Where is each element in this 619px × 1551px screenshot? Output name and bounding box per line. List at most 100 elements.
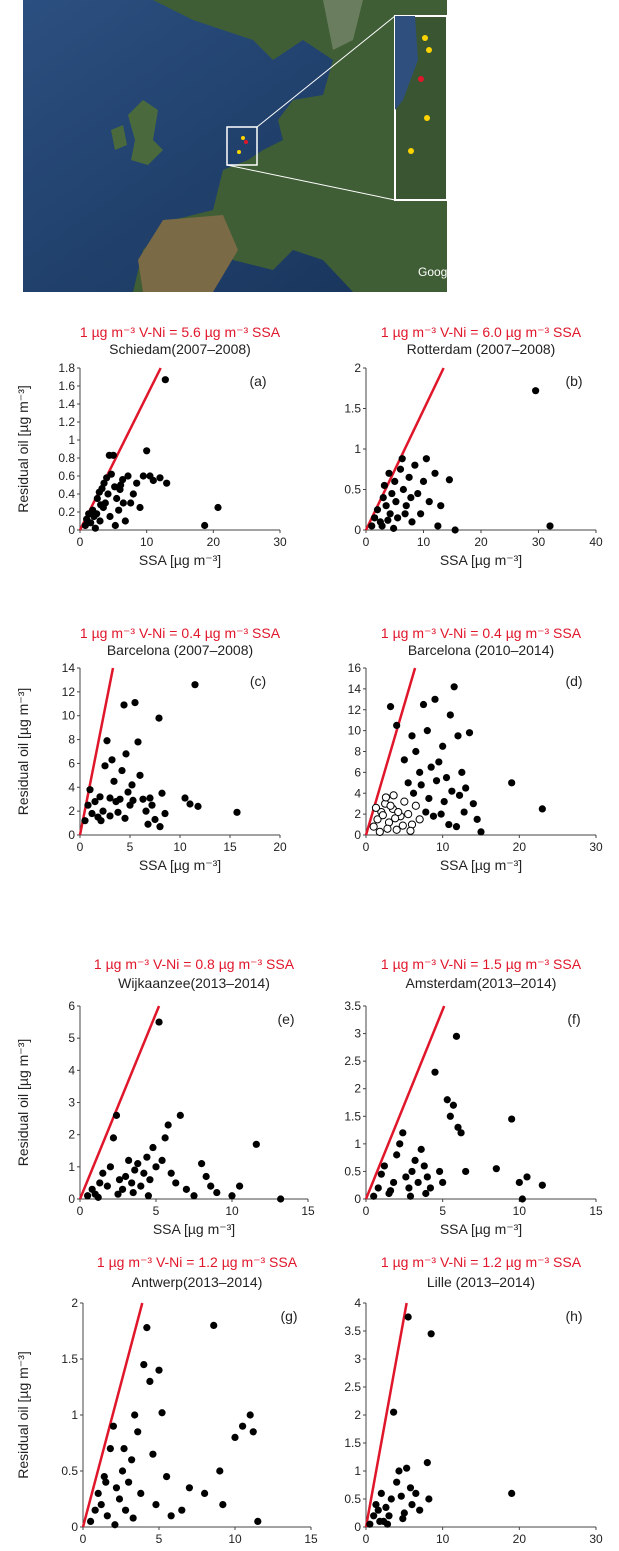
y-tick-label: 0 xyxy=(354,523,361,537)
y-tick-label: 3 xyxy=(354,1352,361,1366)
x-tick-label: 5 xyxy=(153,1204,160,1218)
y-tick-label: 0.5 xyxy=(344,483,361,497)
y-axis-title: Residual oil [µg m⁻³] xyxy=(15,688,31,816)
data-point xyxy=(400,756,408,764)
data-point xyxy=(409,789,418,797)
data-point xyxy=(435,758,443,766)
data-point xyxy=(508,779,516,787)
data-point xyxy=(432,777,441,785)
y-tick-label: 1.2 xyxy=(58,415,75,429)
data-point xyxy=(458,768,466,776)
data-point xyxy=(399,1515,407,1523)
chart-subtitle: Barcelona (2007–2008) xyxy=(107,642,253,658)
ratio-label: 1 µg m⁻³ V-Ni = 1.5 µg m⁻³ SSA xyxy=(381,956,582,972)
data-point xyxy=(452,1032,461,1040)
y-tick-label: 2.5 xyxy=(344,1380,361,1394)
data-point xyxy=(207,1182,215,1190)
data-point xyxy=(111,483,119,491)
data-point xyxy=(156,474,164,482)
zoom-box xyxy=(226,126,258,166)
data-point xyxy=(437,810,445,818)
y-tick-label: 0 xyxy=(68,1192,75,1206)
data-point xyxy=(404,779,412,787)
chart-subtitle: Lille (2013–2014) xyxy=(427,1274,535,1290)
data-point xyxy=(445,820,453,829)
data-point-open xyxy=(404,810,413,819)
data-point xyxy=(161,809,169,818)
data-point xyxy=(422,1189,430,1198)
y-tick-label: 1 xyxy=(71,1408,78,1422)
ratio-label: 1 µg m⁻³ V-Ni = 6.0 µg m⁻³ SSA xyxy=(381,324,582,340)
data-point xyxy=(146,1377,154,1385)
y-tick-label: 12 xyxy=(62,685,76,699)
iberia-land xyxy=(138,215,238,292)
data-point xyxy=(155,1018,163,1026)
y-tick-label: 3 xyxy=(354,1027,361,1041)
ratio-label: 1 µg m⁻³ V-Ni = 1.2 µg m⁻³ SSA xyxy=(97,1254,298,1270)
data-point xyxy=(406,1484,415,1492)
data-point xyxy=(111,521,119,530)
ratio-line xyxy=(78,367,162,531)
data-point xyxy=(214,503,222,512)
ratio-line xyxy=(78,1005,161,1200)
data-point xyxy=(390,524,398,532)
data-point-open xyxy=(400,797,409,806)
x-tick-label: 15 xyxy=(301,1204,315,1218)
data-point xyxy=(408,1167,416,1176)
ratio-line xyxy=(364,367,445,531)
data-point xyxy=(97,817,105,825)
data-point xyxy=(121,814,129,822)
data-point xyxy=(158,1156,166,1164)
data-point xyxy=(149,476,157,485)
map-image: Google xyxy=(23,0,447,292)
data-point xyxy=(374,1506,382,1514)
data-point xyxy=(113,494,121,503)
data-point xyxy=(114,1190,122,1198)
data-point xyxy=(422,808,430,816)
data-point xyxy=(385,1512,393,1520)
x-tick-label: 20 xyxy=(513,1532,527,1546)
y-tick-label: 8 xyxy=(354,745,361,759)
data-point xyxy=(477,828,485,836)
data-point-open xyxy=(406,826,415,835)
data-point xyxy=(417,510,425,518)
data-point xyxy=(392,498,400,506)
data-point xyxy=(412,747,420,756)
y-tick-label: 1.8 xyxy=(58,361,75,375)
x-tick-label: 10 xyxy=(140,535,154,549)
x-tick-label: 40 xyxy=(589,535,603,549)
y-tick-label: 8 xyxy=(68,733,75,747)
ratio-label: 1 µg m⁻³ V-Ni = 0.4 µg m⁻³ SSA xyxy=(381,625,582,641)
data-point xyxy=(100,1473,108,1481)
data-point-open xyxy=(378,811,387,820)
data-point-open xyxy=(371,803,381,812)
y-tick-label: 1.5 xyxy=(344,1436,361,1450)
y-tick-label: 1 xyxy=(354,1137,361,1151)
data-point xyxy=(442,773,451,782)
data-point xyxy=(167,1512,175,1520)
data-point xyxy=(134,1428,142,1436)
x-axis-title: SSA [µg m⁻³] xyxy=(153,1221,235,1237)
data-point xyxy=(399,485,407,494)
data-point xyxy=(426,1184,434,1192)
panel-letter: (b) xyxy=(565,373,582,389)
x-tick-label: 20 xyxy=(207,535,221,549)
data-point xyxy=(455,791,464,799)
data-point xyxy=(161,1134,169,1142)
x-tick-label: 15 xyxy=(223,840,237,854)
data-point xyxy=(412,1489,420,1497)
data-point xyxy=(390,1178,398,1187)
data-point xyxy=(129,490,137,498)
data-point xyxy=(142,807,150,815)
x-tick-label: 30 xyxy=(273,535,287,549)
x-tick-label: 10 xyxy=(173,840,187,854)
panel-letter: (h) xyxy=(565,1308,582,1324)
data-point xyxy=(404,1313,412,1321)
data-point xyxy=(87,519,95,527)
y-tick-label: 2 xyxy=(354,807,361,821)
data-point xyxy=(431,695,439,703)
data-point xyxy=(129,796,137,805)
data-point xyxy=(131,1166,139,1174)
y-tick-label: 4 xyxy=(354,1296,361,1310)
data-point xyxy=(120,1445,128,1453)
